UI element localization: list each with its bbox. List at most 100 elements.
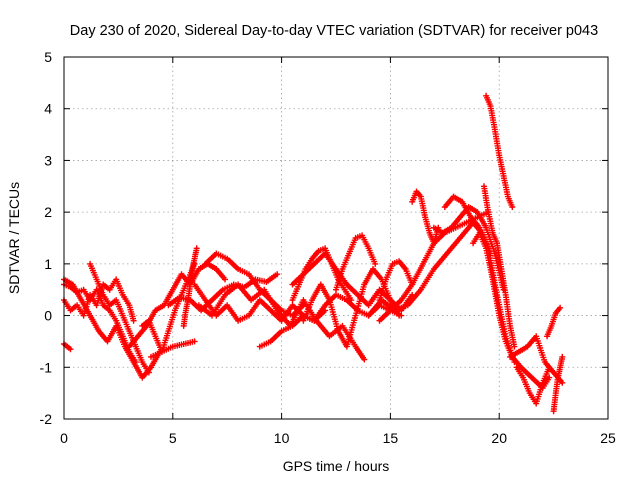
data-point (384, 278, 388, 281)
data-point (419, 288, 423, 291)
data-point (484, 247, 488, 250)
data-point (389, 309, 392, 312)
y-tick-label: 4 (44, 101, 52, 117)
data-point (141, 324, 144, 328)
data-point (149, 366, 153, 369)
data-point (374, 262, 377, 266)
data-point (471, 242, 475, 245)
data-point (334, 293, 338, 297)
data-point (108, 309, 111, 312)
data-point (506, 195, 510, 198)
data-point (363, 283, 366, 286)
data-point (397, 314, 401, 317)
data-point (313, 262, 316, 266)
data-point (147, 319, 151, 322)
data-point (173, 309, 177, 312)
data-point (432, 242, 436, 245)
data-point (210, 314, 214, 317)
data-point (121, 314, 125, 317)
data-point (363, 358, 366, 361)
data-point (249, 298, 253, 302)
series-arc-30 (544, 304, 564, 340)
series-arc-31 (550, 353, 566, 415)
data-point (302, 319, 305, 322)
data-point (541, 381, 544, 384)
data-point (489, 104, 492, 108)
data-point (195, 247, 198, 250)
data-point (197, 267, 201, 271)
data-point (141, 360, 144, 364)
data-point (108, 288, 111, 291)
data-point (452, 195, 455, 198)
data-point (404, 267, 407, 271)
data-point (561, 355, 564, 359)
data-point (545, 335, 549, 338)
data-point (465, 221, 468, 224)
data-point (82, 314, 85, 317)
data-point (269, 309, 272, 312)
y-tick-label: -1 (40, 359, 53, 375)
data-point (97, 329, 101, 333)
data-point (247, 273, 251, 276)
data-point (517, 350, 520, 353)
data-point (160, 350, 164, 353)
data-point (136, 335, 140, 338)
data-point (184, 309, 188, 312)
data-point (171, 288, 174, 291)
data-point (469, 216, 473, 219)
data-point (341, 324, 344, 328)
data-point (550, 324, 553, 328)
data-point (162, 304, 166, 307)
data-point (269, 340, 272, 343)
x-tick-label: 15 (383, 430, 399, 446)
data-point (493, 128, 496, 131)
data-point (482, 185, 486, 188)
data-point (189, 283, 192, 286)
data-point (115, 298, 118, 302)
data-point (461, 200, 464, 203)
data-point (193, 283, 196, 286)
data-point (334, 288, 338, 291)
data-point (484, 226, 488, 229)
data-point (334, 267, 338, 271)
data-point (443, 205, 446, 209)
data-point (504, 340, 507, 343)
data-point (367, 314, 370, 317)
data-point (82, 288, 85, 291)
data-point (428, 231, 431, 234)
data-point (128, 304, 131, 307)
data-point (478, 226, 481, 229)
data-point (226, 257, 229, 260)
data-point (258, 298, 261, 302)
x-tick-label: 5 (169, 430, 177, 446)
data-point (450, 226, 453, 229)
data-point (115, 278, 118, 281)
data-point (458, 216, 462, 219)
data-point (132, 319, 135, 322)
data-point (345, 298, 349, 302)
data-point (411, 283, 414, 286)
data-point (276, 273, 279, 276)
plus-markers (550, 353, 566, 415)
data-point (367, 247, 370, 250)
data-point (167, 304, 170, 307)
series-arc-29 (513, 364, 553, 407)
data-point (178, 296, 181, 299)
data-point (182, 324, 185, 328)
data-point (337, 329, 340, 333)
data-point (291, 283, 294, 286)
data-point (515, 366, 518, 369)
data-point (354, 236, 357, 240)
data-point (432, 267, 436, 271)
data-point (310, 257, 314, 260)
data-point (411, 293, 414, 297)
data-point (210, 298, 214, 302)
data-point (291, 304, 294, 307)
data-point (424, 216, 427, 219)
data-point (528, 391, 531, 395)
data-point (171, 345, 174, 348)
y-tick-label: 3 (44, 152, 52, 168)
data-point (371, 267, 375, 271)
data-point (354, 345, 357, 348)
